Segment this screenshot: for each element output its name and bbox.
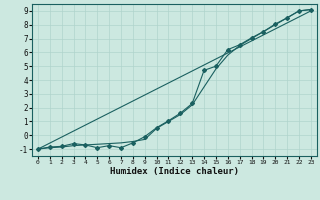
X-axis label: Humidex (Indice chaleur): Humidex (Indice chaleur)	[110, 167, 239, 176]
